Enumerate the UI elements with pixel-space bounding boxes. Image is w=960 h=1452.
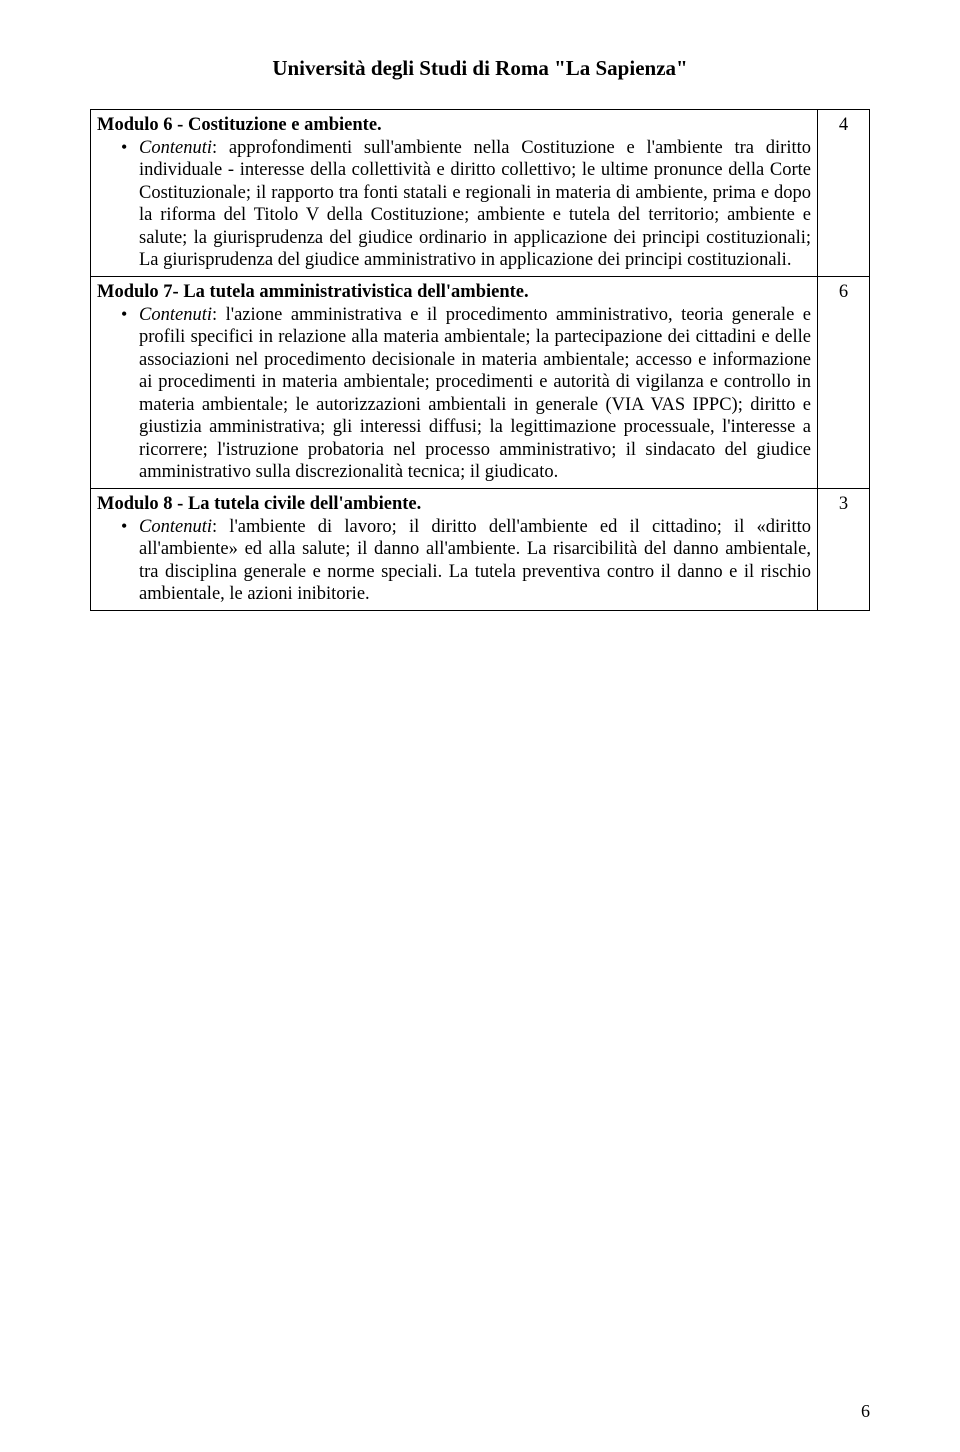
module-title: Modulo 8 - La tutela civile dell'ambient… — [97, 493, 811, 516]
module-cell: Modulo 8 - La tutela civile dell'ambient… — [91, 489, 818, 611]
page: Università degli Studi di Roma "La Sapie… — [0, 0, 960, 1452]
page-number: 6 — [861, 1401, 870, 1422]
modules-table: Modulo 6 - Costituzione e ambiente. Cont… — [90, 109, 870, 611]
table-row: Modulo 7- La tutela amministrativistica … — [91, 276, 870, 488]
module-value: 4 — [818, 110, 870, 277]
module-title: Modulo 6 - Costituzione e ambiente. — [97, 114, 811, 137]
content-label: Contenuti — [139, 305, 212, 325]
module-cell: Modulo 6 - Costituzione e ambiente. Cont… — [91, 110, 818, 277]
content-text: : l'ambiente di lavoro; il diritto dell'… — [139, 517, 811, 605]
module-content: Contenuti: l'azione amministrativa e il … — [121, 304, 811, 485]
module-cell: Modulo 7- La tutela amministrativistica … — [91, 276, 818, 488]
module-content: Contenuti: l'ambiente di lavoro; il diri… — [121, 516, 811, 606]
content-text: : approfondimenti sull'ambiente nella Co… — [139, 138, 811, 271]
module-content: Contenuti: approfondimenti sull'ambiente… — [121, 137, 811, 272]
page-header: Università degli Studi di Roma "La Sapie… — [90, 56, 870, 81]
content-label: Contenuti — [139, 138, 212, 158]
module-title: Modulo 7- La tutela amministrativistica … — [97, 281, 811, 304]
table-row: Modulo 6 - Costituzione e ambiente. Cont… — [91, 110, 870, 277]
table-row: Modulo 8 - La tutela civile dell'ambient… — [91, 489, 870, 611]
content-label: Contenuti — [139, 517, 212, 537]
content-text: : l'azione amministrativa e il procedime… — [139, 305, 811, 483]
module-value: 3 — [818, 489, 870, 611]
module-value: 6 — [818, 276, 870, 488]
